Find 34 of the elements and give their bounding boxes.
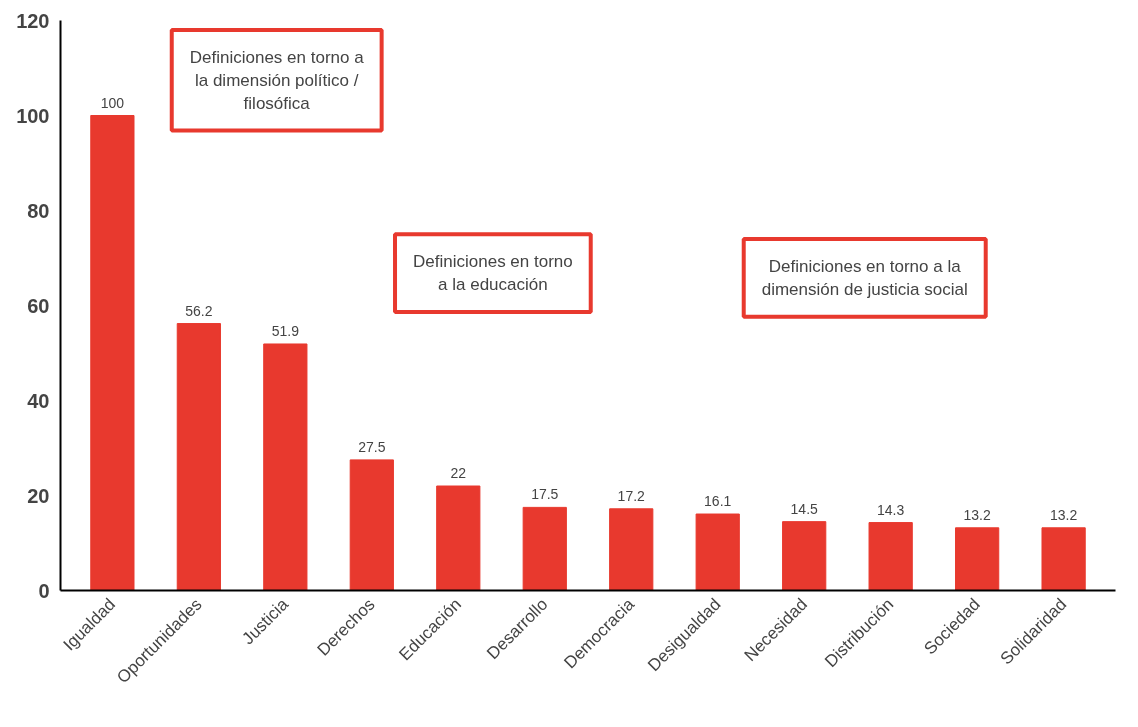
data-label: 17.2 — [617, 487, 646, 504]
data-label: 17.5 — [531, 486, 559, 503]
bar — [782, 521, 827, 591]
bar — [263, 343, 308, 591]
data-label: 56.2 — [185, 302, 213, 319]
data-label: 22 — [450, 465, 467, 481]
y-tick-label: 0 — [38, 579, 50, 602]
y-tick-label: 20 — [27, 484, 50, 507]
data-label: 13.2 — [963, 506, 991, 523]
bar — [955, 527, 1000, 591]
annotation: Definiciones en torno a la dimensión político / filosófica — [189, 48, 365, 113]
bar — [90, 115, 135, 591]
bar — [436, 485, 481, 591]
bar — [609, 508, 654, 591]
data-label: 16.1 — [704, 493, 732, 510]
y-tick-label: 40 — [27, 389, 50, 412]
data-label: 13.2 — [1049, 506, 1078, 523]
data-label: 51.9 — [271, 322, 300, 339]
bar — [176, 323, 221, 591]
y-tick-label: 100 — [16, 104, 50, 127]
bar — [349, 459, 394, 591]
annotation: Definiciones en torno a la educación — [413, 252, 573, 295]
data-label: 14.3 — [877, 501, 905, 518]
bar — [1041, 527, 1086, 591]
bar — [522, 506, 567, 591]
y-tick-label: 120 — [16, 9, 50, 32]
y-tick-label: 60 — [27, 294, 50, 317]
y-tick-label: 80 — [27, 199, 50, 222]
bar — [868, 522, 913, 591]
data-label: 100 — [100, 94, 125, 111]
annotation: Definiciones en torno a la dimensión de justicia social — [761, 257, 968, 299]
bar — [695, 513, 740, 591]
data-label: 14.5 — [790, 500, 819, 517]
data-label: 27.5 — [358, 438, 386, 455]
